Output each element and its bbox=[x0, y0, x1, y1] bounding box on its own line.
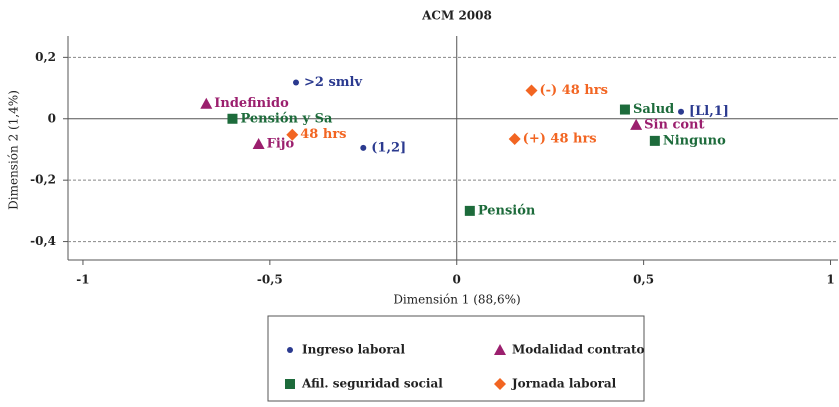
legend-marker bbox=[285, 379, 295, 389]
x-tick-label: -1 bbox=[76, 273, 89, 287]
point bbox=[286, 128, 299, 141]
y-tick-label: -0,2 bbox=[30, 173, 56, 187]
point-label: >2 smlv bbox=[304, 75, 362, 90]
point bbox=[525, 84, 538, 97]
point-label: (-) 48 hrs bbox=[539, 83, 607, 98]
point-label: Pensión y Sa bbox=[240, 111, 333, 126]
point bbox=[508, 133, 521, 146]
point-label: Sin cont bbox=[644, 117, 704, 132]
point-label: (+) 48 hrs bbox=[523, 132, 597, 147]
x-axis-label: Dimensión 1 (88,6%) bbox=[393, 293, 520, 307]
point bbox=[200, 97, 213, 109]
point-label: Indefinido bbox=[214, 96, 289, 111]
point-label: Salud bbox=[633, 102, 674, 117]
legend-marker bbox=[494, 378, 506, 390]
point bbox=[252, 137, 265, 149]
point bbox=[619, 104, 630, 115]
legend-marker bbox=[287, 347, 293, 353]
y-tick-label: 0,2 bbox=[35, 50, 56, 64]
point bbox=[293, 79, 300, 86]
point-label: (1,2] bbox=[371, 140, 406, 155]
point-label: 48 hrs bbox=[300, 127, 346, 142]
point bbox=[227, 113, 238, 124]
point-label: Fijo bbox=[267, 136, 295, 151]
chart-title: ACM 2008 bbox=[421, 9, 492, 23]
point-label: Pensión bbox=[478, 203, 536, 218]
x-tick-label: 1 bbox=[826, 273, 834, 287]
point bbox=[464, 205, 475, 216]
point-label: Ninguno bbox=[663, 133, 726, 148]
y-tick-label: 0 bbox=[48, 111, 56, 125]
x-tick-label: -0,5 bbox=[257, 273, 283, 287]
legend-label: Jornada laboral bbox=[511, 377, 617, 391]
legend-box bbox=[267, 315, 645, 402]
point bbox=[630, 118, 643, 130]
legend-marker bbox=[494, 344, 506, 355]
point bbox=[360, 144, 367, 151]
y-axis-label: Dimensión 2 (1,4%) bbox=[7, 90, 21, 210]
x-tick-label: 0,5 bbox=[633, 273, 654, 287]
point bbox=[649, 135, 660, 146]
x-tick-label: 0 bbox=[453, 273, 461, 287]
legend-label: Modalidad contrato bbox=[512, 343, 645, 357]
y-tick-label: -0,4 bbox=[30, 234, 56, 248]
legend-label: Afil. seguridad social bbox=[301, 377, 443, 391]
point bbox=[678, 108, 685, 115]
point-label: [Ll,1] bbox=[689, 104, 729, 119]
legend-label: Ingreso laboral bbox=[302, 343, 405, 357]
